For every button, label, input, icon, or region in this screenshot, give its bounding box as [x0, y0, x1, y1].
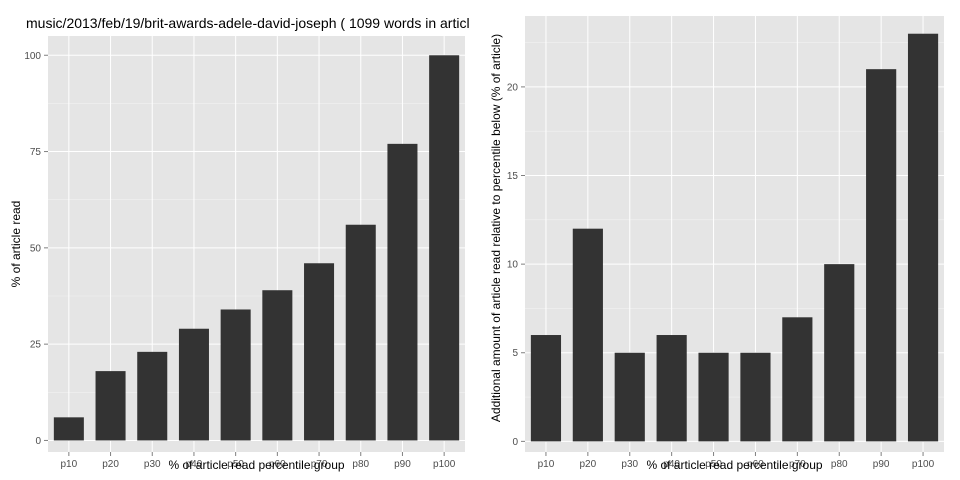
y-tick-label: 100 — [24, 51, 41, 62]
x-tick-label: p80 — [831, 459, 848, 470]
x-tick-label: p10 — [538, 459, 555, 470]
bar-p30 — [614, 352, 645, 442]
bars-right — [530, 33, 939, 442]
x-tick-label: p70 — [311, 459, 328, 470]
y-tick-label: 20 — [507, 82, 519, 93]
x-tick-label: p10 — [61, 459, 78, 470]
y-ticks-left: 0 25 50 75 100 — [24, 51, 48, 447]
y-tick-label: 5 — [512, 348, 518, 359]
x-tick-label: p30 — [144, 459, 161, 470]
x-tick-label: p20 — [580, 459, 597, 470]
y-tick-label: 10 — [507, 260, 519, 271]
x-ticks-left: p10 p20 p30 p40 p50 p60 p70 p80 p90 p100 — [61, 452, 456, 470]
y-tick-label: 15 — [507, 171, 519, 182]
x-tick-label: p60 — [269, 459, 286, 470]
bar-p60 — [262, 290, 293, 441]
y-axis-title-right: Additional amount of article read relati… — [489, 34, 503, 422]
y-tick-label: 75 — [30, 147, 42, 158]
bar-p30 — [137, 351, 168, 441]
bar-p50 — [220, 309, 251, 441]
x-tick-label: p90 — [394, 459, 411, 470]
bar-p80 — [345, 224, 376, 441]
x-tick-label: p100 — [912, 459, 935, 470]
x-tick-label: p20 — [102, 459, 119, 470]
chart-title-left: music/2013/feb/19/brit-awards-adele-davi… — [26, 15, 470, 31]
y-ticks-right: 0 5 10 15 20 — [507, 82, 525, 448]
bar-p40 — [656, 335, 687, 442]
bar-p80 — [824, 264, 855, 442]
bar-p90 — [387, 143, 418, 441]
bar-p10 — [53, 417, 84, 441]
x-tick-label: p30 — [621, 459, 638, 470]
x-tick-label: p60 — [747, 459, 764, 470]
x-tick-label: p40 — [186, 459, 203, 470]
bars-left — [53, 55, 460, 441]
x-tick-label: p100 — [433, 459, 456, 470]
bar-p50 — [698, 352, 729, 442]
bar-p10 — [530, 335, 562, 442]
y-tick-label: 25 — [30, 340, 42, 351]
x-tick-label: p80 — [352, 459, 369, 470]
x-axis-title-left: % of article read percentile group — [168, 458, 344, 472]
y-axis-title-left: % of article read — [9, 201, 23, 288]
y-tick-label: 50 — [30, 243, 42, 254]
bar-p20 — [95, 371, 126, 441]
y-tick-label: 0 — [512, 437, 518, 448]
x-tick-label: p50 — [227, 459, 244, 470]
bar-p100 — [429, 55, 460, 441]
bar-p90 — [866, 69, 897, 442]
bar-p60 — [740, 352, 771, 442]
x-tick-label: p40 — [663, 459, 680, 470]
bar-p20 — [572, 228, 603, 442]
x-tick-label: p50 — [705, 459, 722, 470]
bar-p70 — [782, 317, 813, 442]
bar-p70 — [304, 263, 335, 441]
x-tick-label: p90 — [873, 459, 890, 470]
y-tick-label: 0 — [35, 436, 41, 447]
x-tick-label: p70 — [789, 459, 806, 470]
chart-right: 0 5 10 15 20 p10 p20 p30 p40 p50 p60 p70 p80 p90 p100… — [489, 16, 944, 472]
x-axis-title-right: % of article read percentile group — [646, 458, 822, 472]
bar-p100 — [907, 33, 939, 442]
bar-p40 — [178, 328, 209, 441]
x-ticks-right: p10 p20 p30 p40 p50 p60 p70 p80 p90 p100 — [538, 452, 935, 470]
